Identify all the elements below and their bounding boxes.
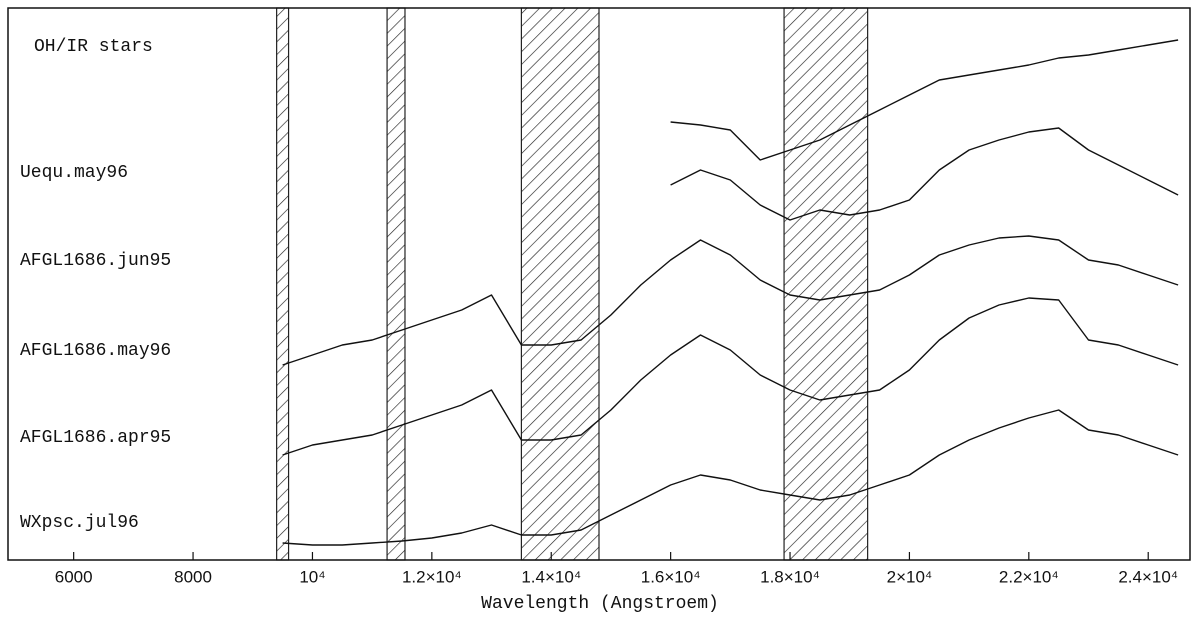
hatched-region [783, 7, 869, 561]
x-tick-label: 1.2×10⁴ [402, 567, 462, 586]
hatched-region [276, 7, 290, 561]
x-tick-label: 1.8×10⁴ [760, 567, 820, 586]
series-label: Uequ.may96 [20, 163, 128, 183]
x-tick-label: 10⁴ [299, 567, 325, 586]
x-tick-label: 1.4×10⁴ [521, 567, 581, 586]
chart-title: OH/IR stars [34, 37, 153, 57]
x-tick-label: 2.2×10⁴ [999, 567, 1059, 586]
spectrum-line [670, 39, 1179, 161]
x-tick-label: 6000 [55, 567, 93, 586]
spectrum-line [670, 127, 1179, 221]
series-label: WXpsc.jul96 [20, 513, 139, 533]
x-tick-label: 2.4×10⁴ [1118, 567, 1178, 586]
plot-frame [7, 7, 1191, 561]
hatched-regions [276, 7, 869, 561]
x-tick-label: 2×10⁴ [887, 567, 933, 586]
x-tick-label: 1.6×10⁴ [641, 567, 701, 586]
series-label: AFGL1686.may96 [20, 341, 171, 361]
spectrum-line [282, 235, 1179, 366]
hatched-region [386, 7, 406, 561]
spectrum-line [282, 409, 1179, 546]
series-label: AFGL1686.jun95 [20, 251, 171, 271]
series-label: AFGL1686.apr95 [20, 428, 171, 448]
x-tick-label: 8000 [174, 567, 212, 586]
x-axis-label: Wavelength (Angstroem) [481, 594, 719, 614]
spectrum-line [282, 297, 1179, 456]
hatched-region [520, 7, 600, 561]
